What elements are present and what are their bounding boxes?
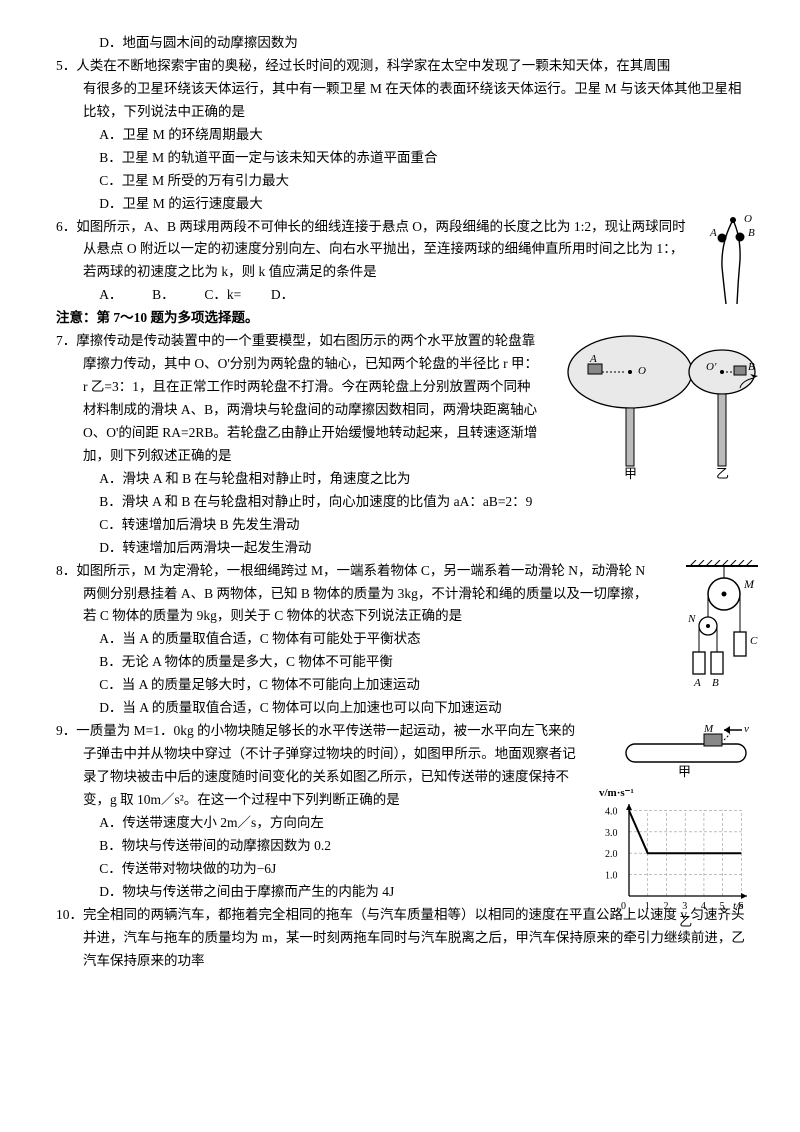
q6-opt-d: D． — [271, 284, 294, 307]
svg-text:3.0: 3.0 — [605, 828, 618, 839]
svg-text:2: 2 — [663, 901, 668, 912]
q5-opt-c: C．卫星 M 所受的万有引力最大 — [56, 170, 752, 193]
svg-text:A: A — [693, 677, 701, 689]
svg-text:M: M — [703, 723, 714, 735]
q6-label-a: A — [709, 227, 717, 239]
q8-stem: 8．如图所示，M 为定滑轮，一根细绳跨过 M，一端系着物体 C，另一端系着一动滑… — [56, 560, 752, 629]
q8-figure: M N A B C — [666, 560, 762, 690]
q8-opt-a: A．当 A 的质量取值合适，C 物体有可能处于平衡状态 — [56, 628, 752, 651]
q9-figure-chart: 1234561.02.03.04.0v/m·s⁻¹t/s乙0 — [597, 784, 762, 934]
q7-opt-d: D．转速增加后两滑块一起发生滑动 — [56, 537, 752, 560]
svg-text:0: 0 — [621, 901, 626, 912]
svg-text:4: 4 — [701, 901, 706, 912]
svg-text:B: B — [748, 361, 755, 373]
svg-text:v: v — [744, 723, 749, 735]
svg-text:乙: 乙 — [679, 914, 692, 929]
svg-text:A: A — [589, 353, 597, 365]
svg-text:B: B — [712, 677, 719, 689]
svg-text:甲: 甲 — [678, 764, 691, 779]
q6-label-o: O — [744, 213, 752, 225]
q7-figure: A O O' B 甲 乙 — [562, 330, 762, 480]
svg-text:5: 5 — [720, 901, 725, 912]
svg-text:v/m·s⁻¹: v/m·s⁻¹ — [599, 787, 634, 799]
q6-label-b: B — [748, 227, 755, 239]
q6-opt-a: A． — [99, 284, 122, 307]
q8-opt-c: C．当 A 的质量足够大时，C 物体不可能向上加速运动 — [56, 674, 752, 697]
svg-text:4.0: 4.0 — [605, 807, 618, 818]
svg-text:3: 3 — [682, 901, 687, 912]
q6-opt-b: B． — [152, 284, 175, 307]
option-4d: D．地面与圆木间的动摩擦因数为 — [56, 32, 752, 55]
q9-figure-top: M v 甲 — [612, 720, 762, 780]
svg-text:1: 1 — [645, 901, 650, 912]
svg-text:甲: 甲 — [624, 466, 637, 480]
q6-stem: 6．如图所示，A、B 两球用两段不可伸长的细线连接于悬点 O，两段细绳的长度之比… — [56, 216, 752, 285]
q5-opt-b: B．卫星 M 的轨道平面一定与该未知天体的赤道平面重合 — [56, 147, 752, 170]
q5-opt-a: A．卫星 M 的环绕周期最大 — [56, 124, 752, 147]
svg-text:1.0: 1.0 — [605, 871, 618, 882]
q8-opt-d: D．当 A 的质量取值合适，C 物体可以向上加速也可以向下加速运动 — [56, 697, 752, 720]
svg-text:N: N — [687, 613, 696, 625]
q5-opt-d: D．卫星 M 的运行速度最大 — [56, 193, 752, 216]
q7-opt-b: B．滑块 A 和 B 在与轮盘相对静止时，向心加速度的比值为 aA：aB=2：9 — [56, 491, 752, 514]
q5-stem-line1: 5．人类在不断地探索宇宙的奥秘，经过长时间的观测，科学家在太空中发现了一颗未知天… — [56, 55, 752, 78]
svg-text:乙: 乙 — [716, 466, 729, 480]
multi-select-note: 注意：第 7～10 题为多项选择题。 — [56, 307, 752, 330]
q6-opt-c: C．k= — [204, 284, 241, 307]
q5-stem-line2: 有很多的卫星环绕该天体运行，其中有一颗卫星 M 在天体的表面环绕该天体运行。卫星… — [56, 78, 752, 124]
svg-text:2.0: 2.0 — [605, 849, 618, 860]
svg-text:C: C — [750, 635, 758, 647]
svg-text:t/s: t/s — [733, 900, 743, 912]
q8-opt-b: B．无论 A 物体的质量是多大，C 物体不可能平衡 — [56, 651, 752, 674]
svg-text:O: O — [638, 365, 646, 377]
svg-text:O': O' — [706, 361, 717, 373]
q6-figure: O A B — [704, 212, 762, 310]
q7-opt-c: C．转速增加后滑块 B 先发生滑动 — [56, 514, 752, 537]
svg-text:M: M — [743, 577, 755, 591]
